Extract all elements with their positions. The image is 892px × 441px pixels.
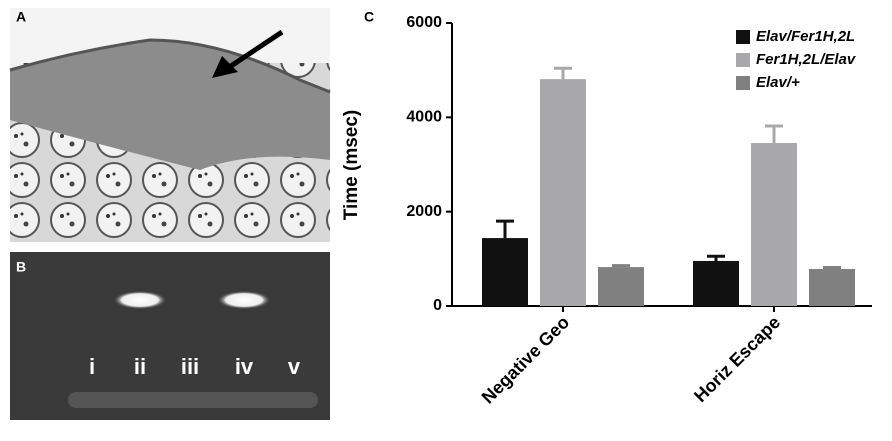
error-bar (496, 219, 514, 239)
micrograph (9, 8, 331, 242)
y-axis-label: Time (msec) (341, 110, 362, 221)
legend-swatch (736, 30, 750, 44)
panel-label: C (364, 9, 374, 25)
bar (482, 238, 528, 306)
x-tick-label: Negative Geo (478, 312, 573, 407)
panel-label: A (16, 9, 26, 25)
legend-swatch (736, 53, 750, 67)
error-bar (554, 66, 572, 80)
legend-label: Elav/+ (756, 74, 800, 91)
legend-swatch (736, 76, 750, 90)
lane-label: iii (181, 354, 199, 379)
error-bar (612, 264, 630, 268)
x-tick-label: Horiz Escape (690, 312, 784, 406)
error-bar (823, 266, 841, 270)
bar (598, 267, 644, 306)
bar (693, 260, 739, 306)
bar (751, 143, 797, 306)
lane-label: iv (235, 354, 254, 379)
lane-label: v (288, 354, 301, 379)
panel-label: B (16, 259, 26, 275)
bar (809, 268, 855, 306)
gel (10, 252, 330, 420)
bar (540, 79, 586, 307)
y-tick-label: 4000 (406, 109, 442, 126)
lane-label: i (89, 354, 95, 379)
y-tick-label: 2000 (406, 203, 442, 220)
legend-label: Fer1H,2L/Elav (756, 51, 857, 68)
error-bar (707, 254, 725, 261)
lane-label: ii (134, 354, 146, 379)
error-bar (765, 124, 783, 144)
y-tick-label: 0 (433, 297, 442, 314)
y-tick-label: 6000 (406, 14, 442, 31)
legend-label: Elav/Fer1H,2L (756, 28, 855, 45)
bar-chart: 0 2000 4000 6000 Negative Geo Horiz Escape Ela… (406, 14, 872, 408)
